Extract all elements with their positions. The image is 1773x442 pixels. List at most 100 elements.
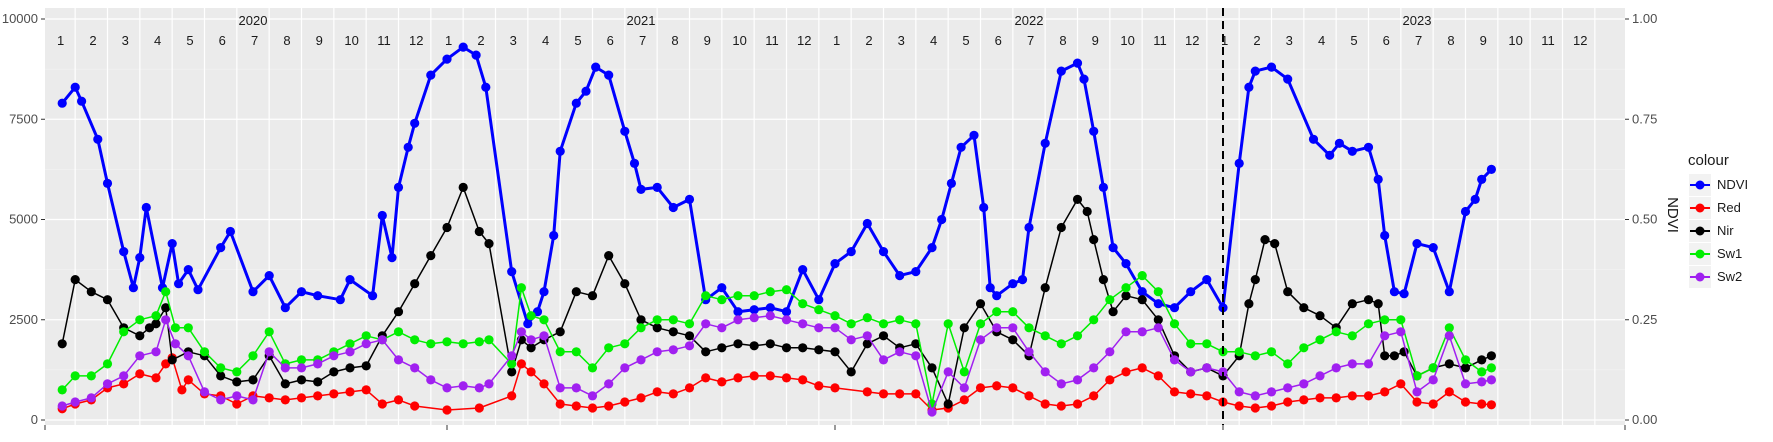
legend-item-sw1: Sw1: [1689, 243, 1742, 265]
legend-item-nir: Nir: [1689, 220, 1734, 242]
data-point-red: [1153, 371, 1163, 381]
data-point-sw2: [248, 395, 258, 405]
data-point-red: [177, 385, 187, 395]
data-point-ndvi: [862, 218, 872, 229]
data-point-red: [280, 395, 290, 405]
data-point-sw2: [1363, 359, 1374, 369]
month-label: 11: [1541, 33, 1555, 48]
data-point-sw2: [393, 355, 404, 365]
data-point-ndvi: [733, 307, 743, 317]
data-point-sw2: [943, 367, 953, 377]
data-point-nir: [135, 331, 145, 341]
data-point-red: [329, 389, 339, 399]
data-point-nir: [1380, 351, 1390, 361]
data-point-ndvi: [979, 202, 989, 213]
data-point-sw1: [442, 337, 452, 347]
data-point-red: [1428, 399, 1438, 409]
month-label: 7: [639, 33, 646, 48]
data-point-nir: [975, 299, 986, 309]
data-point-nir: [1108, 307, 1118, 317]
data-point-sw2: [636, 355, 646, 365]
month-label: 4: [542, 33, 549, 48]
data-point-ndvi: [1428, 243, 1438, 253]
month-label: 8: [1059, 33, 1066, 48]
data-point-sw2: [345, 347, 355, 357]
legend-label: Nir: [1717, 223, 1734, 238]
data-point-sw2: [280, 363, 290, 373]
data-point-nir: [410, 279, 420, 289]
data-point-ndvi: [1186, 287, 1196, 297]
data-point-ndvi: [581, 86, 591, 96]
data-point-sw2: [798, 319, 808, 329]
data-point-sw1: [507, 359, 517, 369]
data-point-nir: [161, 303, 171, 313]
data-point-sw2: [1186, 367, 1196, 377]
data-point-ndvi: [1169, 303, 1180, 313]
data-point-ndvi: [119, 247, 129, 257]
data-point-red: [733, 373, 743, 383]
month-label: 6: [995, 33, 1002, 48]
data-point-sw1: [1266, 347, 1277, 357]
data-point-nir: [345, 363, 355, 373]
data-point-sw1: [749, 291, 759, 301]
data-point-ndvi: [765, 303, 775, 313]
data-point-ndvi: [368, 291, 378, 301]
data-point-nir: [1056, 222, 1066, 233]
data-point-nir: [1373, 299, 1383, 309]
data-point-ndvi: [620, 126, 630, 136]
data-point-sw1: [1477, 367, 1487, 377]
data-point-nir: [393, 307, 404, 317]
data-point-sw1: [1024, 323, 1034, 333]
data-point-sw1: [1363, 319, 1374, 329]
data-point-ndvi: [77, 96, 87, 106]
data-point-red: [1105, 375, 1115, 385]
data-point-red: [975, 383, 986, 393]
data-point-nir: [1389, 351, 1399, 361]
data-point-ndvi: [937, 214, 947, 225]
data-point-nir: [313, 377, 323, 387]
data-point-sw1: [1056, 339, 1066, 349]
data-point-red: [232, 399, 242, 409]
data-point-red: [1331, 393, 1341, 403]
data-point-sw2: [587, 391, 598, 401]
data-point-nir: [587, 291, 598, 301]
data-point-red: [119, 379, 129, 389]
year-label: 2022: [1015, 13, 1044, 28]
month-label: 5: [1350, 33, 1357, 48]
data-point-sw1: [232, 367, 242, 377]
data-point-sw1: [393, 327, 404, 337]
legend-label: Sw2: [1717, 269, 1742, 284]
data-point-ndvi: [652, 182, 662, 192]
data-point-sw1: [862, 313, 872, 323]
month-label: 9: [1480, 33, 1487, 48]
data-point-red: [830, 383, 840, 393]
data-point-sw1: [1380, 315, 1390, 325]
data-point-ndvi: [387, 253, 397, 263]
data-point-sw2: [1428, 375, 1438, 385]
left-tick-label: 5000: [9, 212, 38, 227]
data-point-sw2: [539, 331, 549, 341]
left-tick-label: 2500: [9, 312, 38, 327]
data-point-sw1: [135, 315, 145, 325]
month-label: 6: [1383, 33, 1390, 48]
data-point-sw2: [620, 363, 630, 373]
data-point-red: [959, 395, 969, 405]
data-point-red: [1396, 379, 1406, 389]
data-point-sw2: [1283, 383, 1293, 393]
data-point-sw2: [1137, 327, 1147, 337]
data-point-nir: [1299, 303, 1309, 313]
data-point-ndvi: [1477, 174, 1487, 184]
data-point-sw1: [1137, 271, 1147, 281]
month-label: 2: [477, 33, 484, 48]
month-label: 3: [898, 33, 905, 48]
month-label: 8: [283, 33, 290, 48]
data-point-ndvi: [629, 158, 640, 168]
data-point-sw1: [57, 385, 67, 395]
data-point-red: [1040, 399, 1050, 409]
data-point-sw2: [1202, 363, 1212, 373]
data-point-ndvi: [969, 130, 979, 140]
right-tick-label: 1.00: [1632, 11, 1657, 26]
data-point-sw2: [992, 323, 1002, 333]
data-point-ndvi: [481, 82, 491, 92]
month-label: 11: [765, 33, 779, 48]
